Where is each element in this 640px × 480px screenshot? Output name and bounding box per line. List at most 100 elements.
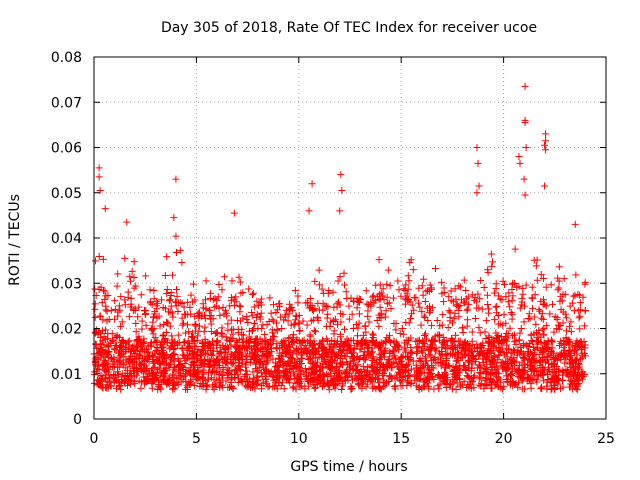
data-point — [191, 320, 199, 328]
data-point — [481, 380, 489, 388]
data-point — [273, 306, 281, 314]
data-point — [544, 350, 552, 358]
data-point — [122, 340, 130, 348]
data-point — [311, 384, 319, 392]
data-point — [153, 298, 161, 306]
data-point — [201, 314, 209, 322]
data-point — [315, 340, 323, 348]
data-point — [319, 360, 327, 368]
data-point — [282, 306, 290, 314]
data-point — [468, 337, 476, 345]
data-point — [528, 294, 536, 302]
data-point — [222, 309, 230, 317]
data-point — [456, 283, 464, 291]
data-point — [324, 351, 332, 359]
data-point — [500, 363, 508, 371]
data-point — [142, 378, 150, 386]
data-point — [167, 353, 175, 361]
data-point — [270, 301, 278, 309]
data-point — [252, 313, 260, 321]
data-point — [349, 349, 357, 357]
data-point — [359, 352, 367, 360]
data-point — [511, 381, 519, 389]
data-points — [90, 82, 589, 394]
data-point — [330, 382, 338, 390]
data-point — [368, 363, 376, 371]
data-point — [153, 357, 161, 365]
data-point — [562, 327, 570, 335]
data-point — [128, 303, 136, 311]
data-point — [527, 374, 535, 382]
data-point — [442, 384, 450, 392]
data-point — [494, 382, 502, 390]
data-point — [432, 264, 440, 272]
data-point — [408, 310, 416, 318]
data-point — [349, 324, 357, 332]
data-point — [397, 292, 405, 300]
data-point — [96, 186, 104, 194]
data-point — [207, 358, 215, 366]
data-point — [150, 338, 158, 346]
data-point — [432, 344, 440, 352]
data-point — [281, 342, 289, 350]
data-point — [476, 295, 484, 303]
data-point — [344, 337, 352, 345]
data-point — [371, 368, 379, 376]
data-point — [424, 316, 432, 324]
data-point — [436, 336, 444, 344]
data-point — [529, 294, 537, 302]
data-point — [143, 346, 151, 354]
data-point — [566, 322, 574, 330]
data-point — [511, 347, 519, 355]
data-point — [306, 339, 314, 347]
data-point — [484, 300, 492, 308]
data-point — [462, 287, 470, 295]
data-point — [363, 300, 371, 308]
data-point — [452, 295, 460, 303]
data-point — [415, 366, 423, 374]
data-point — [117, 293, 125, 301]
data-point — [206, 315, 214, 323]
data-point — [312, 328, 320, 336]
data-point — [321, 302, 329, 310]
data-point — [224, 326, 232, 334]
data-point — [279, 337, 287, 345]
data-point — [260, 364, 268, 372]
data-point — [319, 376, 327, 384]
data-point — [286, 304, 294, 312]
data-point — [320, 289, 328, 297]
data-point — [267, 309, 275, 317]
data-point — [152, 347, 160, 355]
data-point — [129, 343, 137, 351]
x-tick-label: 15 — [392, 431, 410, 447]
data-point — [338, 386, 346, 394]
data-point — [360, 331, 368, 339]
data-point — [414, 371, 422, 379]
data-point — [560, 344, 568, 352]
data-point — [383, 300, 391, 308]
data-point — [477, 379, 485, 387]
data-point — [320, 372, 328, 380]
data-point — [480, 351, 488, 359]
data-point — [352, 367, 360, 375]
data-point — [235, 273, 243, 281]
data-point — [181, 360, 189, 368]
data-point — [339, 359, 347, 367]
data-point — [121, 301, 129, 309]
data-point — [484, 266, 492, 274]
data-point — [370, 358, 378, 366]
data-point — [475, 324, 483, 332]
data-point — [557, 337, 565, 345]
data-point — [262, 360, 270, 368]
data-point — [355, 310, 363, 318]
data-point — [517, 373, 525, 381]
data-point — [430, 375, 438, 383]
data-point — [375, 296, 383, 304]
data-point — [373, 317, 381, 325]
data-point — [465, 301, 473, 309]
data-point — [396, 377, 404, 385]
data-point — [581, 370, 589, 378]
data-point — [404, 272, 412, 280]
data-point — [451, 285, 459, 293]
data-point — [108, 330, 116, 338]
